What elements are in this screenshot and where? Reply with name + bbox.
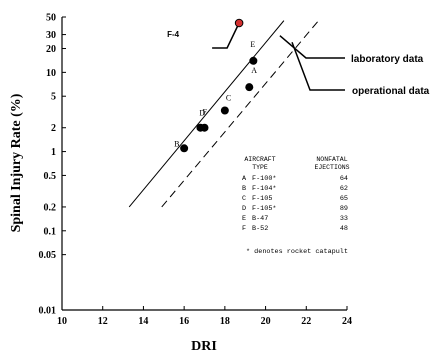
table-cell-ejections: 89 bbox=[340, 205, 348, 213]
laboratory-leader bbox=[279, 35, 345, 59]
y-tick-label: 10 bbox=[46, 68, 56, 79]
x-tick-label: 18 bbox=[220, 316, 230, 327]
y-tick-label: 0.5 bbox=[44, 171, 57, 182]
operational-leader bbox=[291, 41, 345, 91]
y-tick-label: 2 bbox=[51, 123, 56, 134]
table-cell-ejections: 48 bbox=[340, 225, 348, 233]
data-point-a bbox=[245, 83, 254, 92]
data-point-f bbox=[200, 123, 209, 132]
x-tick-label: 22 bbox=[301, 316, 311, 327]
y-tick-label: 1 bbox=[51, 147, 56, 158]
data-point-label: F bbox=[203, 108, 208, 117]
x-axis-label: DRI bbox=[191, 339, 217, 354]
data-point-label: D bbox=[199, 109, 205, 118]
y-tick-label: 20 bbox=[46, 44, 56, 55]
axes bbox=[61, 17, 347, 311]
table-cell-aircraft: F-105* bbox=[252, 205, 276, 213]
laboratory-label: laboratory data bbox=[351, 54, 424, 65]
operational-label: operational data bbox=[352, 86, 430, 97]
table-cell-ejections: 62 bbox=[340, 185, 348, 193]
table-header: TYPE bbox=[252, 164, 268, 171]
x-tick-label: 14 bbox=[138, 316, 148, 327]
table-cell-ejections: 65 bbox=[340, 195, 348, 203]
y-tick-label: 0.05 bbox=[39, 250, 57, 261]
laboratory-data-line bbox=[128, 20, 285, 208]
table-cell-code: B bbox=[242, 185, 246, 193]
data-point-c bbox=[220, 106, 229, 115]
y-tick-label: 50 bbox=[46, 13, 56, 24]
tick-labels: 10 12 14 16 18 20 22 24 50 30 20 10 5 2 1 0.5 0.2 0.1 0.05… bbox=[39, 13, 353, 328]
table-cell-aircraft: F-100* bbox=[252, 175, 276, 183]
trend-lines bbox=[128, 20, 319, 208]
data-point-label: B bbox=[174, 139, 179, 148]
y-tick-label: 0.01 bbox=[39, 306, 57, 317]
f4-label: F-4 bbox=[167, 30, 180, 39]
table-cell-aircraft: B-52 bbox=[252, 225, 268, 233]
data-point-e bbox=[249, 56, 258, 65]
table-cell-aircraft: F-104* bbox=[252, 185, 276, 193]
data-point-b bbox=[180, 144, 189, 153]
table-footnote: * denotes rocket catapult bbox=[246, 248, 348, 256]
f4-point bbox=[234, 18, 244, 28]
table-cell-code: D bbox=[242, 205, 246, 213]
f4-leader-line bbox=[212, 22, 240, 49]
y-tick-label: 30 bbox=[46, 30, 56, 41]
table-header: AIRCRAFT bbox=[244, 156, 275, 163]
y-tick-label: 0.2 bbox=[44, 202, 57, 213]
data-points: A B C D E F bbox=[174, 40, 258, 153]
annotations: F-4 laboratory data operational data bbox=[167, 18, 430, 97]
x-tick-label: 12 bbox=[98, 316, 108, 327]
data-point-label: C bbox=[226, 94, 231, 103]
table-cell-code: E bbox=[242, 215, 246, 223]
table-cell-code: F bbox=[242, 225, 246, 233]
x-tick-label: 16 bbox=[179, 316, 189, 327]
y-tick-label: 0.1 bbox=[44, 226, 57, 237]
y-axis-label: Spinal Injury Rate (%) bbox=[9, 93, 24, 232]
table-cell-aircraft: B-47 bbox=[252, 215, 268, 223]
data-point-label: E bbox=[250, 40, 255, 49]
table-header: NONFATAL bbox=[316, 156, 347, 163]
table-header: EJECTIONS bbox=[314, 164, 349, 171]
data-point-label: A bbox=[251, 66, 257, 75]
table-cell-ejections: 33 bbox=[340, 215, 348, 223]
y-tick-label: 5 bbox=[51, 92, 56, 103]
x-tick-label: 20 bbox=[261, 316, 271, 327]
table-cell-aircraft: F-105 bbox=[252, 195, 272, 203]
x-tick-label: 10 bbox=[57, 316, 67, 327]
table-cell-ejections: 64 bbox=[340, 175, 348, 183]
operational-data-line bbox=[161, 20, 319, 208]
table-cell-code: C bbox=[242, 195, 246, 203]
x-tick-label: 24 bbox=[342, 316, 352, 327]
table-cell-code: A bbox=[242, 175, 247, 183]
